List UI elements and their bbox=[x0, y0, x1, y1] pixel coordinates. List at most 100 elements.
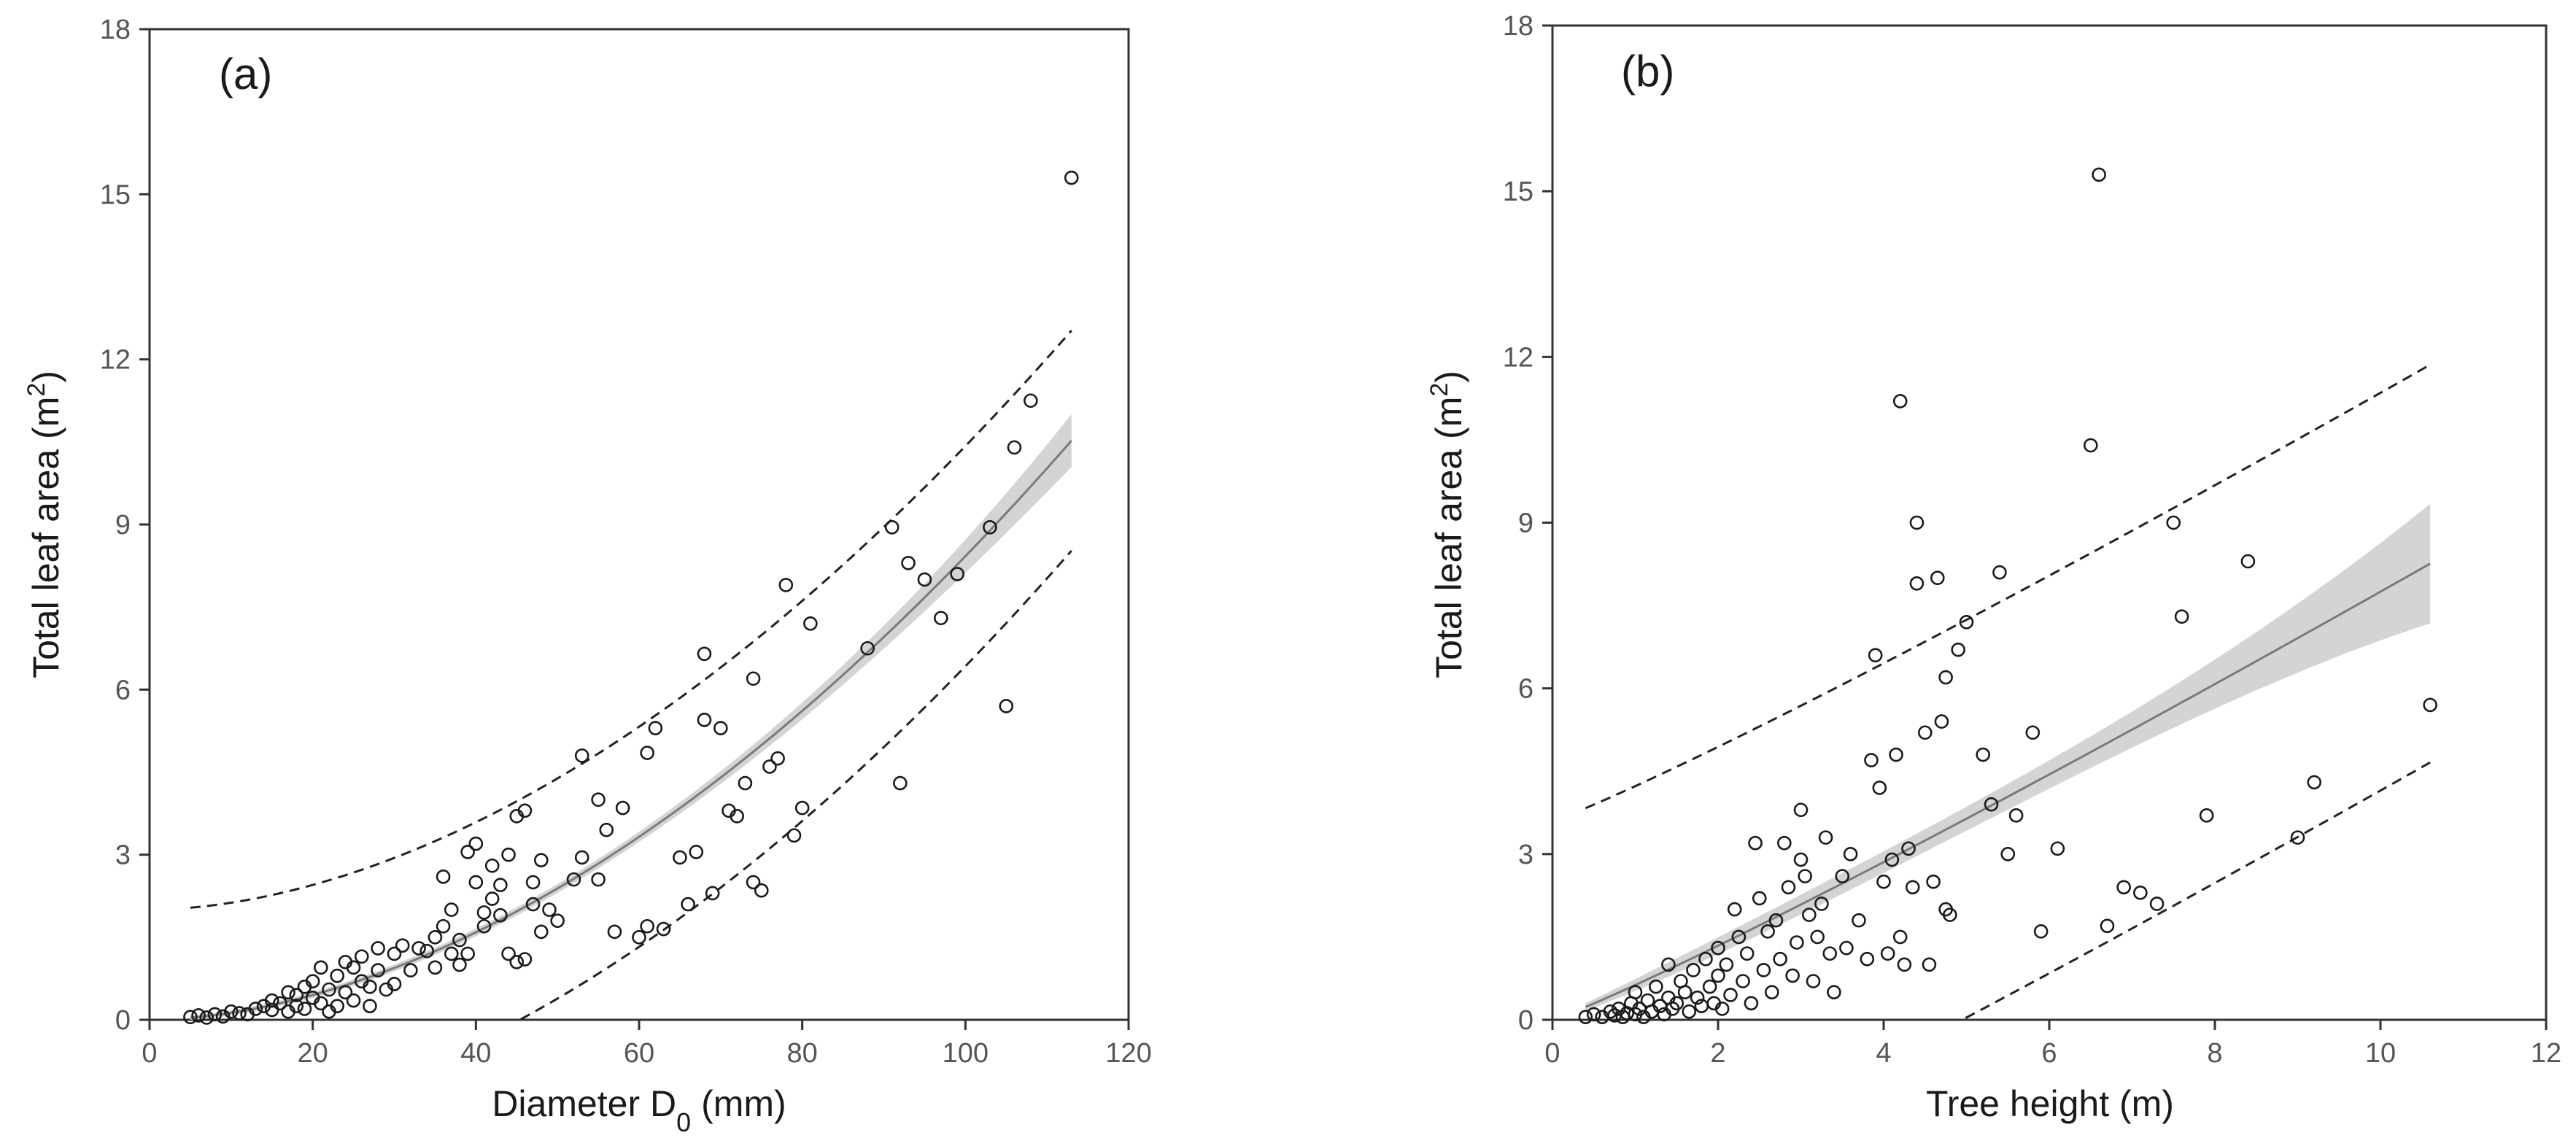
data-point bbox=[794, 800, 810, 816]
data-point bbox=[387, 946, 402, 961]
data-point bbox=[1768, 913, 1784, 928]
data-point bbox=[1612, 1002, 1626, 1016]
data-point bbox=[1731, 929, 1747, 945]
data-point bbox=[1682, 1004, 1697, 1019]
data-point bbox=[656, 921, 671, 937]
data-point bbox=[411, 941, 426, 956]
data-point bbox=[705, 886, 720, 901]
x-tick-label: 0 bbox=[142, 1038, 157, 1069]
data-point bbox=[1892, 394, 1908, 409]
data-point bbox=[1951, 642, 1965, 657]
data-point bbox=[346, 993, 361, 1008]
data-point bbox=[770, 751, 785, 766]
data-point bbox=[615, 800, 630, 816]
data-point bbox=[525, 897, 541, 912]
data-point bbox=[2174, 609, 2189, 624]
data-point bbox=[525, 875, 541, 890]
data-point bbox=[1739, 946, 1755, 961]
x-tick-label: 12 bbox=[2531, 1038, 2561, 1069]
data-point bbox=[1752, 891, 1767, 906]
x-axis-ticks-a: 0 20 40 60 80 100 120 bbox=[142, 1020, 1152, 1069]
confidence-band-b bbox=[1585, 503, 2431, 1011]
data-point bbox=[273, 996, 287, 1011]
data-point bbox=[566, 872, 581, 887]
data-point bbox=[2199, 808, 2214, 823]
y-tick-label: 12 bbox=[1503, 342, 1533, 373]
data-point bbox=[542, 902, 557, 917]
data-point bbox=[1711, 940, 1725, 956]
data-point bbox=[901, 556, 916, 570]
data-point bbox=[1714, 1002, 1730, 1016]
data-point bbox=[183, 1010, 198, 1025]
data-point bbox=[648, 721, 663, 735]
data-point bbox=[191, 1008, 206, 1023]
data-point bbox=[338, 985, 353, 1000]
data-point bbox=[207, 1007, 223, 1022]
fit-line bbox=[190, 440, 1072, 1019]
data-point bbox=[403, 963, 418, 977]
data-point bbox=[533, 924, 549, 940]
y-tick-label: 6 bbox=[115, 675, 131, 705]
data-point bbox=[1892, 929, 1908, 945]
data-point bbox=[1628, 985, 1643, 999]
confidence-band-area bbox=[190, 414, 1072, 1020]
data-point bbox=[1760, 924, 1775, 939]
data-point bbox=[444, 946, 459, 961]
data-point bbox=[2307, 775, 2321, 790]
data-point bbox=[640, 918, 654, 934]
x-tick-label: 120 bbox=[1105, 1038, 1151, 1069]
data-point bbox=[2116, 880, 2131, 895]
data-points-a bbox=[183, 170, 1079, 1025]
data-point bbox=[1802, 907, 1817, 922]
data-point bbox=[2050, 841, 2065, 856]
data-point bbox=[607, 924, 622, 940]
data-point bbox=[1711, 968, 1725, 983]
data-point bbox=[281, 985, 295, 1000]
prediction-interval-lines-b bbox=[1585, 363, 2431, 1019]
data-point bbox=[746, 671, 761, 686]
y-tick-label: 15 bbox=[100, 179, 131, 210]
y-tick-label: 18 bbox=[100, 15, 131, 45]
data-point bbox=[1686, 963, 1701, 977]
data-point bbox=[1727, 902, 1742, 917]
data-point bbox=[697, 646, 712, 662]
data-point bbox=[371, 963, 385, 977]
y-tick-label: 12 bbox=[100, 345, 131, 376]
panel-a-scatter-chart: 0 20 40 60 80 100 120 0 3 6 9 12 15 18 (a) Diameter … bbox=[23, 15, 1152, 1137]
data-point bbox=[305, 974, 320, 988]
data-point bbox=[1868, 648, 1883, 663]
data-point bbox=[1781, 880, 1796, 895]
data-point bbox=[1843, 847, 1858, 862]
data-point bbox=[1723, 988, 1738, 1002]
data-point bbox=[1793, 852, 1809, 867]
data-point bbox=[933, 611, 948, 626]
y-tick-label: 9 bbox=[1518, 508, 1533, 539]
data-point bbox=[2008, 808, 2024, 823]
data-point bbox=[346, 960, 361, 975]
y-axis-title-a: Total leaf area (m2) bbox=[23, 371, 66, 678]
data-point bbox=[322, 982, 336, 997]
data-point bbox=[893, 775, 908, 791]
data-point bbox=[428, 930, 443, 945]
data-point bbox=[436, 870, 451, 884]
x-tick-label: 0 bbox=[1544, 1038, 1560, 1069]
data-point bbox=[950, 567, 964, 581]
data-point bbox=[1959, 614, 1974, 630]
data-point bbox=[444, 902, 459, 917]
data-point bbox=[713, 721, 728, 735]
confidence-band-area bbox=[1585, 503, 2431, 1011]
x-tick-label: 2 bbox=[1710, 1038, 1725, 1069]
data-point bbox=[591, 792, 606, 808]
y-axis-ticks-b: 0 3 6 9 12 15 18 bbox=[1503, 11, 1552, 1036]
data-point bbox=[1889, 747, 1903, 762]
data-point bbox=[917, 572, 932, 587]
y-tick-label: 15 bbox=[1503, 177, 1533, 207]
data-point bbox=[1934, 714, 1949, 729]
data-point bbox=[476, 918, 492, 934]
data-points-b bbox=[1578, 167, 2437, 1025]
x-tick-label: 10 bbox=[2365, 1038, 2396, 1069]
data-point bbox=[599, 822, 614, 837]
data-point bbox=[468, 836, 484, 851]
data-point bbox=[1702, 979, 1717, 994]
data-point bbox=[1835, 869, 1850, 883]
